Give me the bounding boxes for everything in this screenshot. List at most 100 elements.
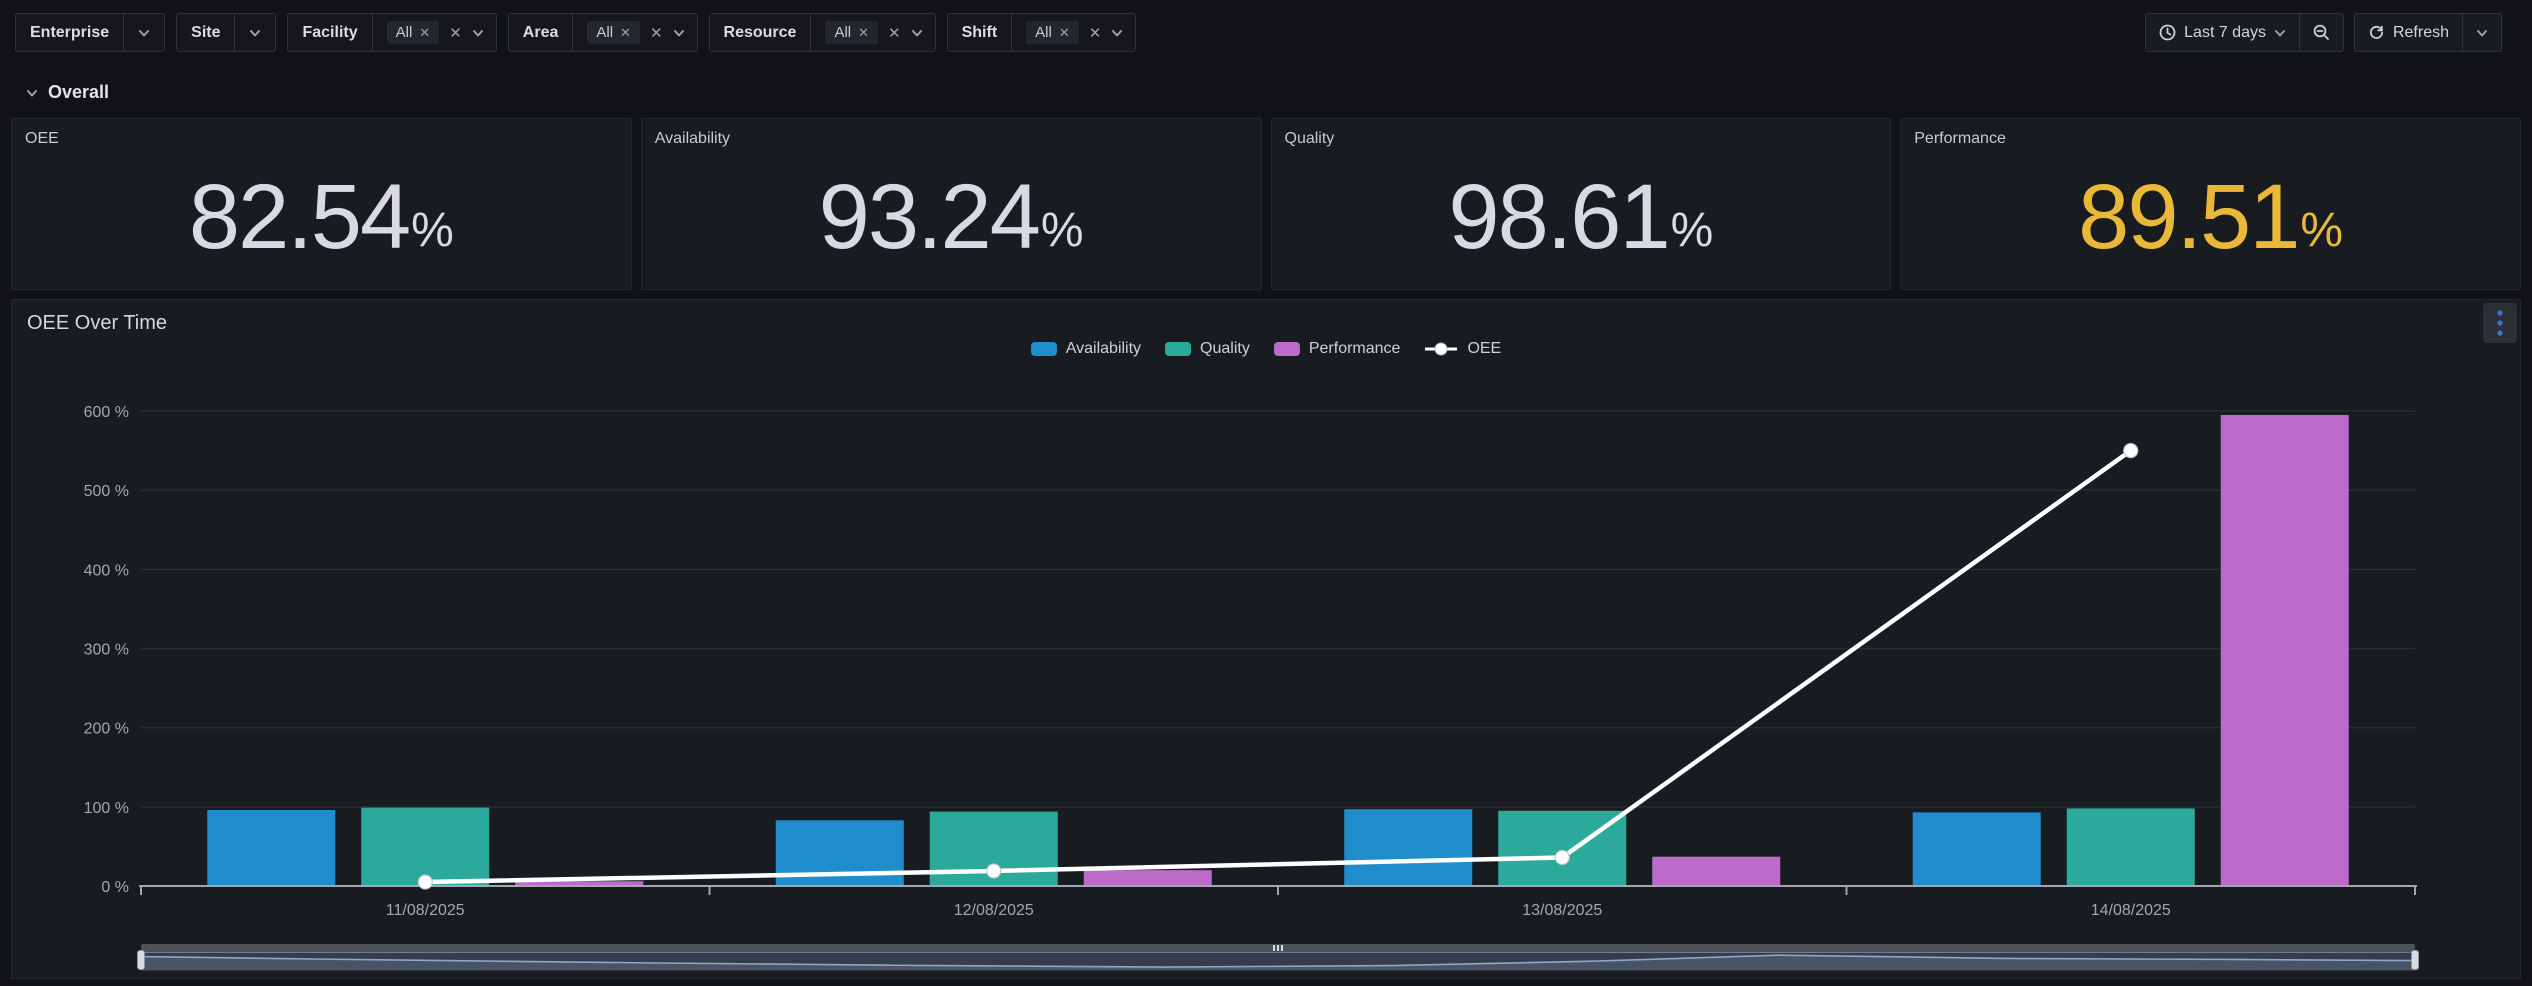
chevron-down-icon [27,89,37,96]
datazoom-selected-area[interactable] [140,952,2416,971]
svg-text:600 %: 600 % [84,404,129,421]
filter-enterprise[interactable]: Enterprise [15,13,166,52]
stats-row: OEE 82.54 % Availability 93.24 % Quality… [11,118,2521,290]
filter-shift[interactable]: Shift All ✕ ✕ [946,13,1137,52]
filter-area-value-chip[interactable]: All ✕ [587,21,640,44]
filter-facility[interactable]: Facility All ✕ ✕ [287,13,497,52]
stat-value: 98.61 % [1448,166,1714,268]
kebab-menu-icon [2497,310,2503,336]
refresh-button[interactable]: Refresh [2355,14,2462,51]
section-title: Overall [48,82,110,102]
filter-area[interactable]: Area All ✕ ✕ [507,13,698,52]
chevron-down-icon [139,29,150,36]
legend-item-oee[interactable]: OEE [1424,340,1501,358]
chart-legend: Availability Quality Performance OEE [12,340,2520,358]
divider [810,14,812,51]
chevron-down-icon[interactable] [673,27,685,39]
divider [2462,14,2463,51]
clock-icon [2159,24,2176,41]
legend-line-marker [1425,342,1458,356]
stat-value: 82.54 % [188,166,454,268]
divider [1011,14,1013,51]
chip-remove-icon[interactable]: ✕ [419,25,431,40]
legend-item-quality[interactable]: Quality [1165,340,1250,358]
divider [123,14,125,51]
section-header-overall[interactable]: Overall [26,82,109,103]
stat-title: OEE [25,130,59,147]
chevron-down-icon [2274,29,2285,36]
filter-shift-label: Shift [961,23,998,41]
stat-value: 89.51 % [2078,166,2344,268]
datazoom-left-handle[interactable] [137,950,145,970]
filter-enterprise-label: Enterprise [30,23,110,41]
svg-text:13/08/2025: 13/08/2025 [1522,902,1602,919]
filter-bar: Enterprise Site Facility All ✕ ✕ Area Al [15,13,1137,52]
stat-panel-availability: Availability 93.24 % [640,118,1262,290]
filter-facility-value-chip[interactable]: All ✕ [386,21,440,44]
oee-over-time-chart[interactable]: 0 % 100 % 200 % 300 % 400 % 500 % 600 % 11/08/2… [12,300,2522,980]
legend-swatch [1273,342,1300,356]
filter-enterprise-dropdown[interactable] [124,14,164,51]
time-controls: Last 7 days Refresh [2145,13,2502,52]
filter-facility-label: Facility [302,23,358,41]
legend-item-performance[interactable]: Performance [1273,340,1400,358]
filter-site-dropdown[interactable] [235,14,275,51]
chevron-down-icon[interactable] [1111,27,1123,39]
filter-shift-clear-icon[interactable]: ✕ [1088,24,1102,42]
chevron-down-icon [2477,29,2487,36]
filter-resource[interactable]: Resource All ✕ ✕ [708,13,936,52]
chip-remove-icon[interactable]: ✕ [1058,25,1070,40]
datazoom-grip-icon [1273,945,1283,951]
time-range-label: Last 7 days [2184,23,2266,41]
svg-text:300 %: 300 % [84,642,129,659]
datazoom-data-shadow [140,954,2416,971]
chip-value: All [834,24,852,41]
chart-panel-title[interactable]: OEE Over Time [27,312,168,334]
stat-panel-performance: Performance 89.51 % [1900,118,2521,290]
chevron-down-icon [250,29,261,36]
stat-title: Availability [654,130,731,147]
panel-menu-button[interactable] [2483,303,2517,343]
filter-area-label: Area [522,23,559,41]
legend-item-availability[interactable]: Availability [1030,340,1141,358]
svg-text:0 %: 0 % [101,879,129,896]
filter-site-label: Site [191,23,221,41]
refresh-interval-dropdown[interactable] [2463,14,2501,51]
chart-panel-oee-over-time: OEE Over Time Availability Quality Perfo… [11,299,2521,979]
legend-swatch [1165,342,1192,356]
time-range-picker[interactable]: Last 7 days [2146,14,2299,51]
chevron-down-icon[interactable] [472,27,484,39]
stat-title: Performance [1914,130,2006,147]
legend-swatch [1030,342,1057,356]
chip-remove-icon[interactable]: ✕ [620,25,631,40]
chip-value: All [395,24,413,41]
filter-site[interactable]: Site [176,13,277,52]
svg-text:100 %: 100 % [84,800,129,817]
divider [2298,14,2300,51]
divider [371,14,373,51]
filter-resource-clear-icon[interactable]: ✕ [888,24,901,42]
filter-area-clear-icon[interactable]: ✕ [649,24,663,42]
refresh-label: Refresh [2392,23,2449,41]
filter-shift-value-chip[interactable]: All ✕ [1026,21,1079,44]
filter-facility-clear-icon[interactable]: ✕ [449,24,462,42]
zoom-out-button[interactable] [2300,14,2343,51]
zoom-out-icon [2313,24,2329,40]
stat-panel-quality: Quality 98.61 % [1270,118,1892,290]
svg-text:12/08/2025: 12/08/2025 [954,902,1034,919]
chevron-down-icon[interactable] [911,27,923,39]
filter-resource-value-chip[interactable]: All ✕ [825,21,879,44]
filter-resource-label: Resource [723,23,797,41]
chip-value: All [1035,24,1052,41]
stat-title: Quality [1284,130,1335,147]
svg-text:14/08/2025: 14/08/2025 [2091,902,2171,919]
datazoom-move-handle[interactable] [141,944,2415,952]
divider [234,14,236,51]
chip-value: All [596,24,614,41]
svg-text:500 %: 500 % [84,483,129,500]
chip-remove-icon[interactable]: ✕ [858,25,870,40]
svg-text:11/08/2025: 11/08/2025 [386,902,465,919]
refresh-icon [2369,25,2383,39]
datazoom-right-handle[interactable] [2411,950,2419,970]
stat-panel-oee: OEE 82.54 % [11,118,632,290]
